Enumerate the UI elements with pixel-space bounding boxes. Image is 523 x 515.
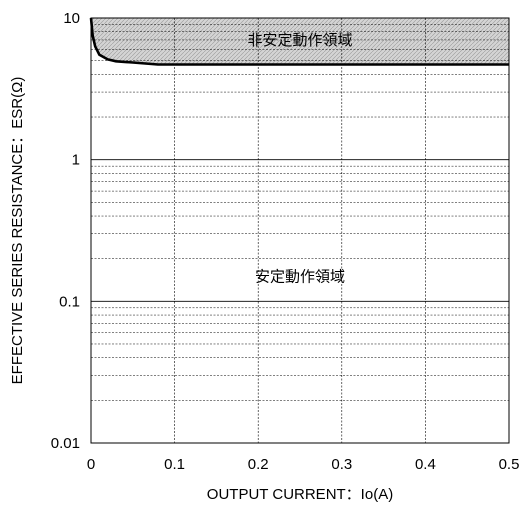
y-tick-label: 0.1 bbox=[59, 293, 80, 310]
stable-region-label: 安定動作領域 bbox=[255, 267, 345, 285]
grid-layer bbox=[91, 18, 509, 443]
x-tick-label: 0 bbox=[87, 456, 95, 473]
esr-boundary-line bbox=[89, 17, 509, 66]
x-tick-label: 0.2 bbox=[248, 456, 269, 473]
x-tick-label: 0.3 bbox=[331, 456, 352, 473]
y-axis-title: EFFECTIVE SERIES RESISTANCE：ESR(Ω) bbox=[9, 77, 26, 385]
tick-labels: 0 0.1 0.2 0.3 0.4 0.5 0.01 0.1 1 10 bbox=[51, 10, 520, 473]
x-tick-label: 0.4 bbox=[415, 456, 436, 473]
series-layer bbox=[89, 17, 509, 66]
unstable-region bbox=[91, 18, 509, 65]
y-tick-label: 0.01 bbox=[51, 435, 80, 452]
x-tick-label: 0.1 bbox=[164, 456, 185, 473]
y-tick-label: 10 bbox=[63, 10, 80, 27]
plot-area-border bbox=[90, 17, 510, 444]
plot-frame bbox=[90, 17, 510, 444]
y-tick-label: 1 bbox=[72, 152, 80, 169]
x-axis-title: OUTPUT CURRENT：Io(A) bbox=[207, 486, 393, 503]
unstable-region-layer bbox=[91, 18, 509, 65]
unstable-region-label: 非安定動作領域 bbox=[247, 31, 352, 49]
x-tick-label: 0.5 bbox=[499, 456, 520, 473]
